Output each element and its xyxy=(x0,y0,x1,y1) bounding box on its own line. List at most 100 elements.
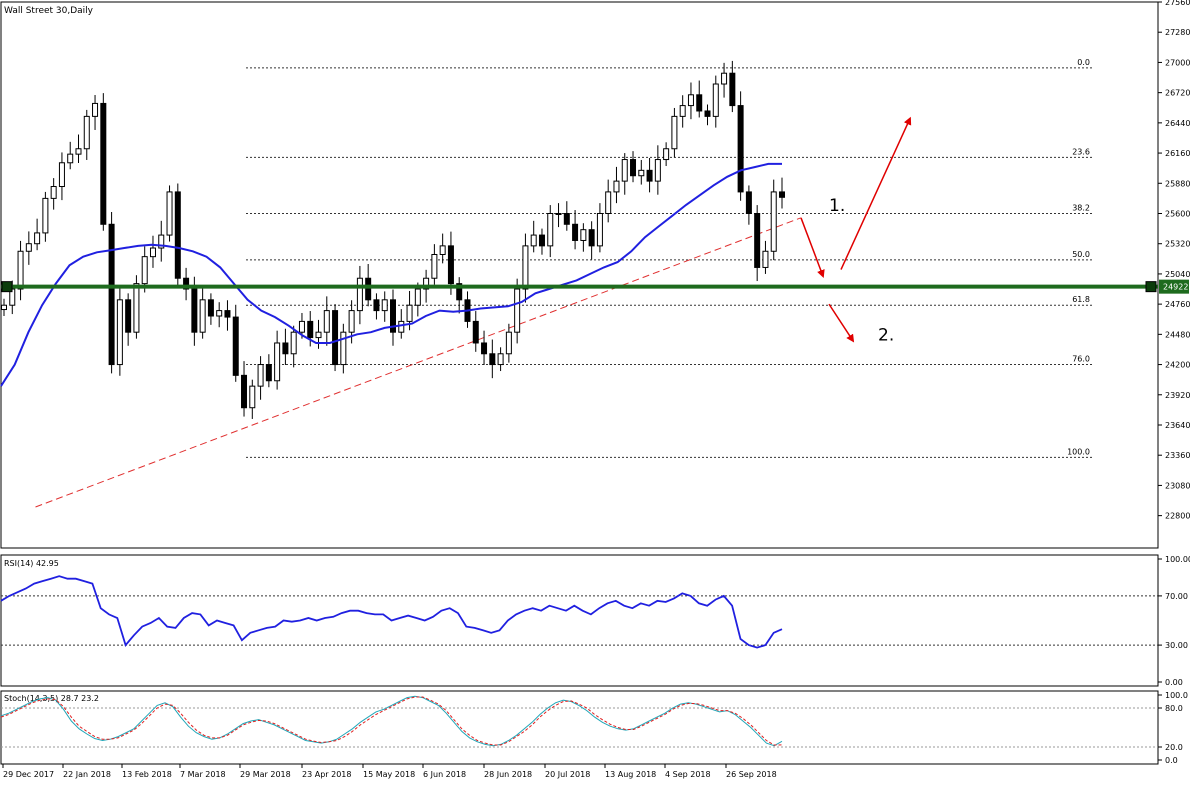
rsi-title: RSI(14) 42.95 xyxy=(4,559,59,568)
x-tick-label: 28 Jun 2018 xyxy=(484,770,532,779)
candle-body xyxy=(779,191,785,198)
candle-body xyxy=(704,110,711,117)
x-tick-label: 23 Apr 2018 xyxy=(302,770,351,779)
candle-body xyxy=(555,212,562,215)
candle-body xyxy=(737,105,744,193)
candle-body xyxy=(116,299,123,366)
x-tick-label: 29 Mar 2018 xyxy=(240,770,291,779)
candle-body xyxy=(671,115,678,150)
stoch-y-tick-label: 20.0 xyxy=(1165,743,1183,752)
price-tag-bg xyxy=(1159,279,1189,294)
candle-body xyxy=(191,288,198,333)
x-tick-label: 13 Feb 2018 xyxy=(122,770,172,779)
candle-body xyxy=(423,277,430,290)
fib-level-label: 76.0 xyxy=(1072,355,1090,364)
candle-body xyxy=(42,197,49,234)
candle-body xyxy=(687,94,694,107)
candle-body xyxy=(307,320,314,339)
candle-body xyxy=(166,191,173,236)
x-tick-label: 15 May 2018 xyxy=(363,770,415,779)
candle-body xyxy=(75,148,82,155)
candle-body xyxy=(638,169,645,177)
rsi-line xyxy=(0,575,783,649)
moving-average-line xyxy=(0,162,782,387)
x-tick-label: 7 Mar 2018 xyxy=(180,770,226,779)
candle-body xyxy=(1,304,7,311)
candle-body xyxy=(406,304,413,322)
candle-body xyxy=(572,223,579,241)
candle-body xyxy=(199,299,206,333)
candle-body xyxy=(265,364,272,382)
trendline xyxy=(35,217,802,508)
annotation-2: 2. xyxy=(878,325,894,345)
candle-body xyxy=(522,245,529,290)
candle-body xyxy=(729,72,736,107)
fib-level-label: 38.2 xyxy=(1072,203,1090,212)
candle-body xyxy=(439,245,446,255)
y-tick-label: 23080 xyxy=(1165,481,1190,490)
stoch-y-tick-label: 0.0 xyxy=(1165,756,1178,765)
candle-body xyxy=(447,245,454,285)
panel-frame-1 xyxy=(0,1,1159,549)
candle-body xyxy=(158,234,165,249)
candle-body xyxy=(580,229,587,241)
candle-body xyxy=(100,102,107,225)
candle-body xyxy=(282,342,289,355)
candle-body xyxy=(323,310,330,333)
candle-body xyxy=(588,229,595,247)
candle-body xyxy=(50,186,57,199)
fib-level-label: 61.8 xyxy=(1072,295,1090,304)
candle-body xyxy=(340,331,347,366)
candle-body xyxy=(174,191,181,279)
support-left-handle xyxy=(1,281,13,293)
y-tick-label: 25040 xyxy=(1165,270,1190,279)
candle-body xyxy=(538,234,545,247)
candle-body xyxy=(770,191,777,252)
price-tag-label: 24922 xyxy=(1163,283,1188,292)
stoch-y-tick-label: 80.0 xyxy=(1165,704,1183,713)
arrow-scenario-1-up xyxy=(840,116,912,270)
x-tick-label: 4 Sep 2018 xyxy=(665,770,711,779)
candle-body xyxy=(745,191,752,214)
arrow-scenario-2-down xyxy=(828,303,855,343)
candle-body xyxy=(216,310,223,317)
candle-body xyxy=(646,169,653,182)
candle-body xyxy=(58,162,65,188)
candle-body xyxy=(232,316,239,376)
stoch-signal-line xyxy=(0,696,783,746)
y-tick-label: 25320 xyxy=(1165,240,1190,249)
candle-body xyxy=(298,320,305,333)
candle-body xyxy=(762,250,769,268)
x-tick-label: 20 Jul 2018 xyxy=(545,770,590,779)
candle-body xyxy=(654,159,661,182)
candle-body xyxy=(712,83,719,117)
y-tick-label: 27000 xyxy=(1165,58,1190,67)
candle-body xyxy=(348,310,355,333)
panel-frame-3 xyxy=(0,690,1159,765)
fib-level-label: 50.0 xyxy=(1072,250,1090,259)
fib-level-label: 0.0 xyxy=(1077,58,1090,67)
candle-body xyxy=(141,256,148,285)
y-tick-label: 26720 xyxy=(1165,89,1190,98)
candle-body xyxy=(613,180,620,193)
candle-body xyxy=(621,159,628,182)
y-tick-label: 26160 xyxy=(1165,149,1190,158)
y-tick-label: 24200 xyxy=(1165,361,1190,370)
candle-body xyxy=(596,212,603,247)
candle-body xyxy=(497,353,504,366)
candle-body xyxy=(249,385,256,409)
y-tick-label: 27560 xyxy=(1165,0,1190,7)
candle-body xyxy=(356,277,363,312)
candle-body xyxy=(381,299,388,312)
y-tick-label: 23640 xyxy=(1165,421,1190,430)
candle-body xyxy=(67,153,74,164)
candle-body xyxy=(183,277,190,290)
candle-body xyxy=(754,212,761,268)
x-tick-label: 29 Dec 2017 xyxy=(3,770,54,779)
candle-body xyxy=(274,342,281,382)
candle-body xyxy=(207,299,214,317)
y-tick-label: 23920 xyxy=(1165,391,1190,400)
candle-body xyxy=(25,243,32,252)
